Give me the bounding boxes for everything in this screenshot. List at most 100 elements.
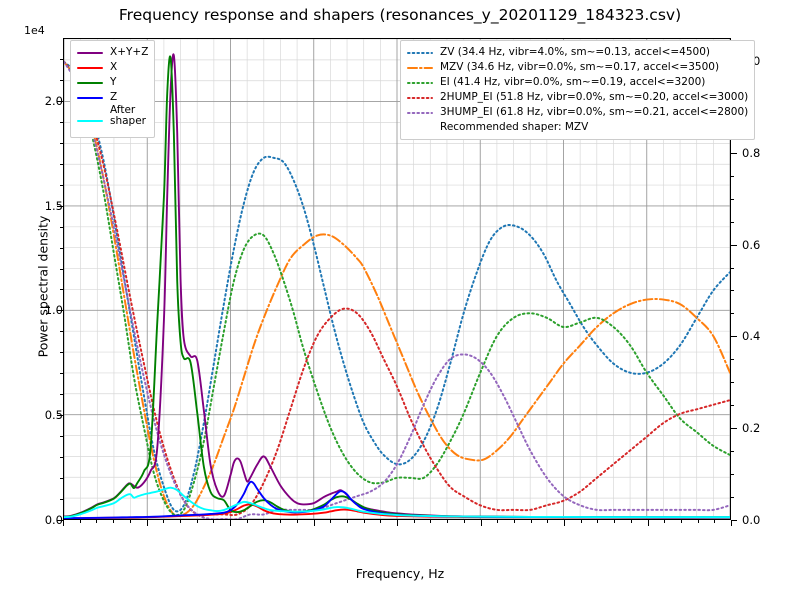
x-tick-mark [731,520,732,526]
y-minor-tick-right [731,290,734,292]
legend-item-y[interactable]: Y [77,75,148,90]
y-minor-tick-right [731,175,734,177]
y-tick-label-right: 0.2 [742,421,761,436]
x-tick-mark [647,520,649,526]
x-tick-mark [146,520,148,526]
x-minor-tick [614,520,616,523]
y-minor-tick-right [731,405,734,407]
x-minor-tick [463,520,465,523]
legend-item-ei[interactable]: EI (41.4 Hz, vibr=0.0%, sm~=0.19, accel<… [407,75,748,90]
y-minor-tick-left [60,226,63,228]
data-curves [64,53,730,519]
legend-label: 2HUMP_EI (51.8 Hz, vibr=0.0%, sm~=0.20, … [440,90,749,103]
legend-item-x[interactable]: X [77,60,148,75]
x-tick-mark [564,520,565,526]
x-minor-tick [246,520,248,523]
legend-item-x-y-z[interactable]: X+Y+Z [77,45,148,60]
legend-item-mzv[interactable]: MZV (34.6 Hz, vibr=0.0%, sm~=0.17, accel… [407,60,748,75]
y-tick-mark-left [57,310,63,312]
y-minor-tick-right [731,474,734,476]
y-minor-tick-left [60,268,63,270]
x-minor-tick [513,520,515,523]
y-minor-tick-right [731,221,734,223]
y-tick-mark-left [57,205,63,207]
y-tick-label-left: 0.0 [44,513,63,527]
legend-label: Y [110,75,117,88]
y-minor-tick-right [731,313,734,315]
y-minor-tick-left [60,121,63,123]
x-minor-tick [547,520,549,523]
y-minor-tick-right [731,198,734,200]
x-tick-mark [397,520,398,526]
y-tick-label-right: 0.4 [742,329,761,344]
y-minor-tick-right [731,382,734,384]
y-tick-mark-right [731,428,737,430]
legend-shapers[interactable]: ZV (34.4 Hz, vibr=4.0%, sm~=0.13, accel<… [400,40,756,140]
legend-label: X+Y+Z [110,45,149,58]
x-minor-tick [447,520,449,523]
x-minor-tick [497,520,499,523]
legend-spacer [407,122,433,134]
recommended-shaper-text: Recommended shaper: MZV [407,120,748,135]
legend-color-swatch [407,92,433,104]
x-minor-tick [363,520,365,523]
y-minor-tick-left [60,499,63,501]
x-minor-tick [163,520,165,523]
y-minor-tick-right [731,359,734,361]
x-minor-tick [413,520,415,523]
legend-item-3hump_ei[interactable]: 3HUMP_EI (61.8 Hz, vibr=0.0%, sm~=0.21, … [407,105,748,120]
y-tick-mark-left [57,415,63,417]
plot-area [63,38,731,520]
y-minor-tick-left [60,331,63,333]
x-minor-tick [597,520,599,523]
x-minor-tick [213,520,215,523]
y-minor-tick-left [60,79,63,81]
legend-color-swatch [407,47,433,59]
x-tick-mark [313,520,315,526]
y-minor-tick-left [60,352,63,354]
legend-item-after-shaper[interactable]: After shaper [77,104,148,133]
x-minor-tick [346,520,348,523]
legend-color-swatch [407,77,433,89]
x-minor-tick [680,520,682,523]
legend-label: After shaper [110,104,147,128]
legend-label: Z [110,90,118,103]
y-tick-mark-left [57,100,63,102]
legend-color-swatch [407,107,433,119]
y-minor-tick-right [731,267,734,269]
y-minor-tick-left [60,289,63,291]
y-minor-tick-right [731,497,734,499]
x-minor-tick [129,520,131,523]
legend-label: X [110,60,118,73]
legend-color-swatch [77,47,103,59]
recommended-shaper-label: Recommended shaper: MZV [440,120,589,133]
y-minor-tick-left [60,163,63,165]
x-minor-tick [296,520,298,523]
x-tick-mark [63,520,64,526]
chart-title: Frequency response and shapers (resonanc… [118,6,682,24]
x-tick-mark [230,520,231,526]
legend-color-swatch [407,62,433,74]
y-minor-tick-left [60,247,63,249]
y-tick-label-left: 1.5 [44,198,63,213]
y-tick-label-left: 0.5 [44,408,63,423]
x-minor-tick [430,520,432,523]
y-minor-tick-left [60,184,63,186]
x-minor-tick [113,520,115,523]
legend-color-swatch [77,92,103,104]
legend-color-swatch [77,62,103,74]
y-tick-label-right: 0.6 [742,237,761,252]
x-minor-tick [380,520,382,523]
y-tick-label-left: 2.0 [44,93,63,108]
legend-item-zv[interactable]: ZV (34.4 Hz, vibr=4.0%, sm~=0.13, accel<… [407,45,748,60]
legend-axes[interactable]: X+Y+Z X Y Z After shaper [70,40,156,138]
y-minor-tick-left [60,436,63,438]
legend-label: ZV (34.4 Hz, vibr=4.0%, sm~=0.13, accel<… [440,45,710,58]
legend-label: MZV (34.6 Hz, vibr=0.0%, sm~=0.17, accel… [440,60,720,73]
y-tick-mark-left [57,520,63,521]
legend-item-z[interactable]: Z [77,90,148,105]
legend-item-2hump_ei[interactable]: 2HUMP_EI (51.8 Hz, vibr=0.0%, sm~=0.20, … [407,90,748,105]
x-tick-mark [480,520,482,526]
x-minor-tick [280,520,282,523]
